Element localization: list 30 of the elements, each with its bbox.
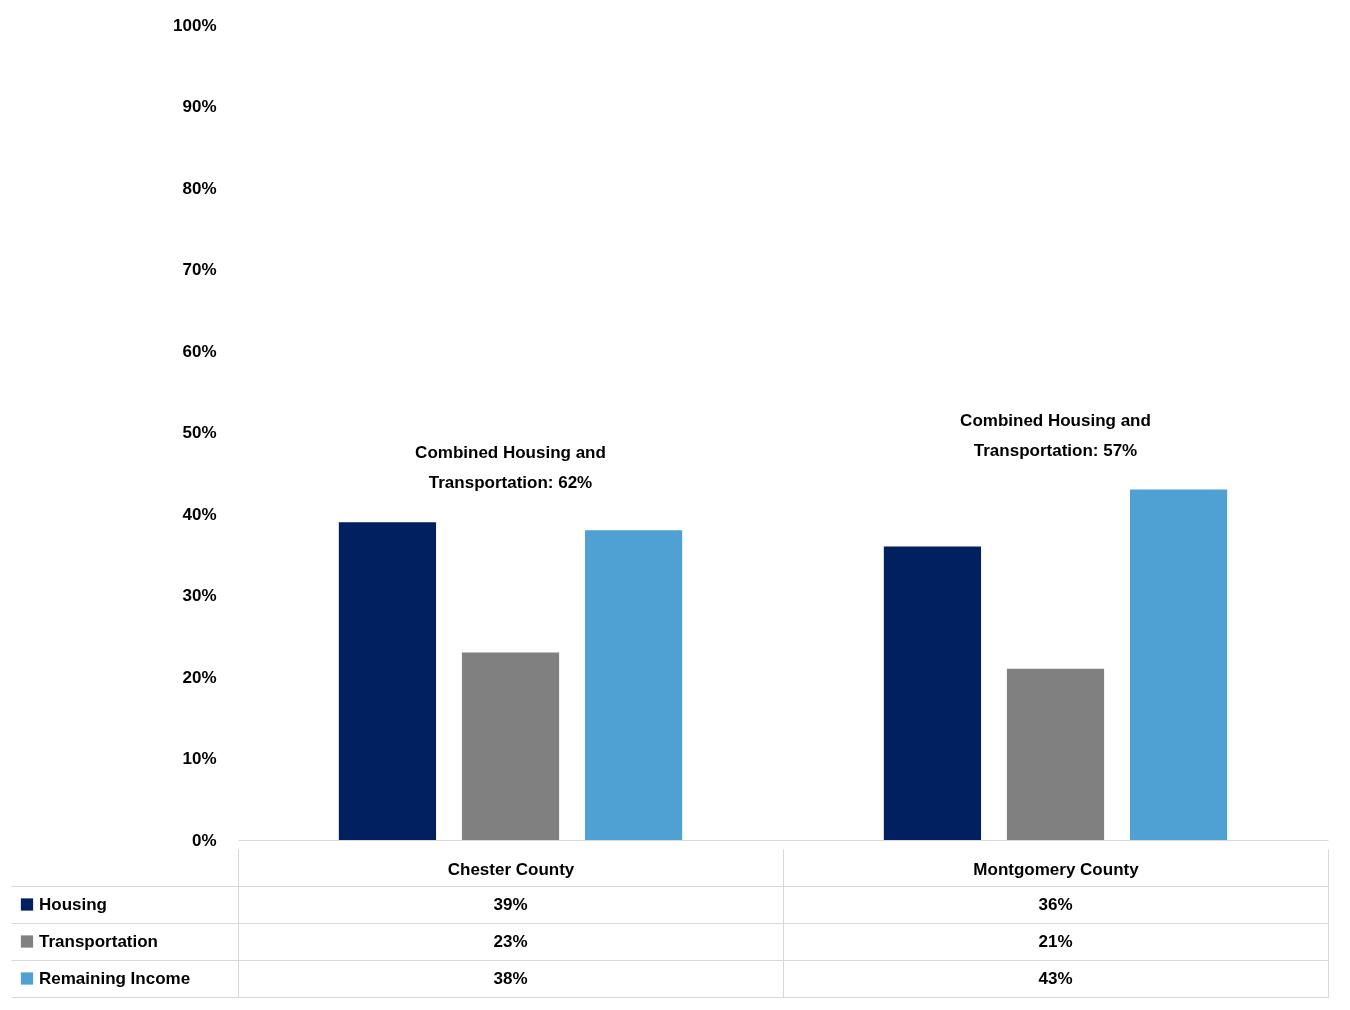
bar	[1006, 668, 1105, 840]
bar	[338, 522, 437, 840]
y-tick-label: 20%	[182, 667, 217, 687]
y-tick-label: 80%	[182, 178, 217, 198]
y-tick-label: 10%	[182, 749, 217, 768]
y-tick-label: 90%	[182, 97, 217, 116]
data-label: 39%	[493, 894, 528, 914]
y-tick-label: 60%	[182, 341, 217, 361]
bar	[584, 530, 683, 840]
bar	[461, 652, 560, 840]
data-label: 36%	[1038, 894, 1073, 914]
legend-label: Transportation	[39, 931, 159, 951]
legend-label: Remaining Income	[39, 968, 191, 988]
data-label: 21%	[1038, 931, 1073, 951]
y-tick-label: 40%	[182, 504, 217, 524]
bar	[883, 546, 982, 840]
annotation: Combined Housing and Transportation: 57%	[960, 410, 1151, 460]
y-tick-label: 0%	[191, 830, 217, 850]
bar	[1129, 489, 1228, 840]
y-tick-label: 100%	[173, 15, 217, 35]
x-tick-label: Chester County	[447, 859, 575, 879]
x-tick-label: Montgomery County	[973, 859, 1140, 879]
data-label: 38%	[493, 968, 528, 988]
y-tick-label: 70%	[182, 260, 217, 279]
data-label: 43%	[1038, 968, 1073, 988]
annotation: Combined Housing and Transportation: 62%	[415, 443, 606, 493]
legend-label: Housing	[39, 894, 107, 914]
data-label: 23%	[493, 931, 528, 951]
y-tick-label: 50%	[182, 423, 217, 442]
y-tick-label: 30%	[182, 586, 217, 605]
